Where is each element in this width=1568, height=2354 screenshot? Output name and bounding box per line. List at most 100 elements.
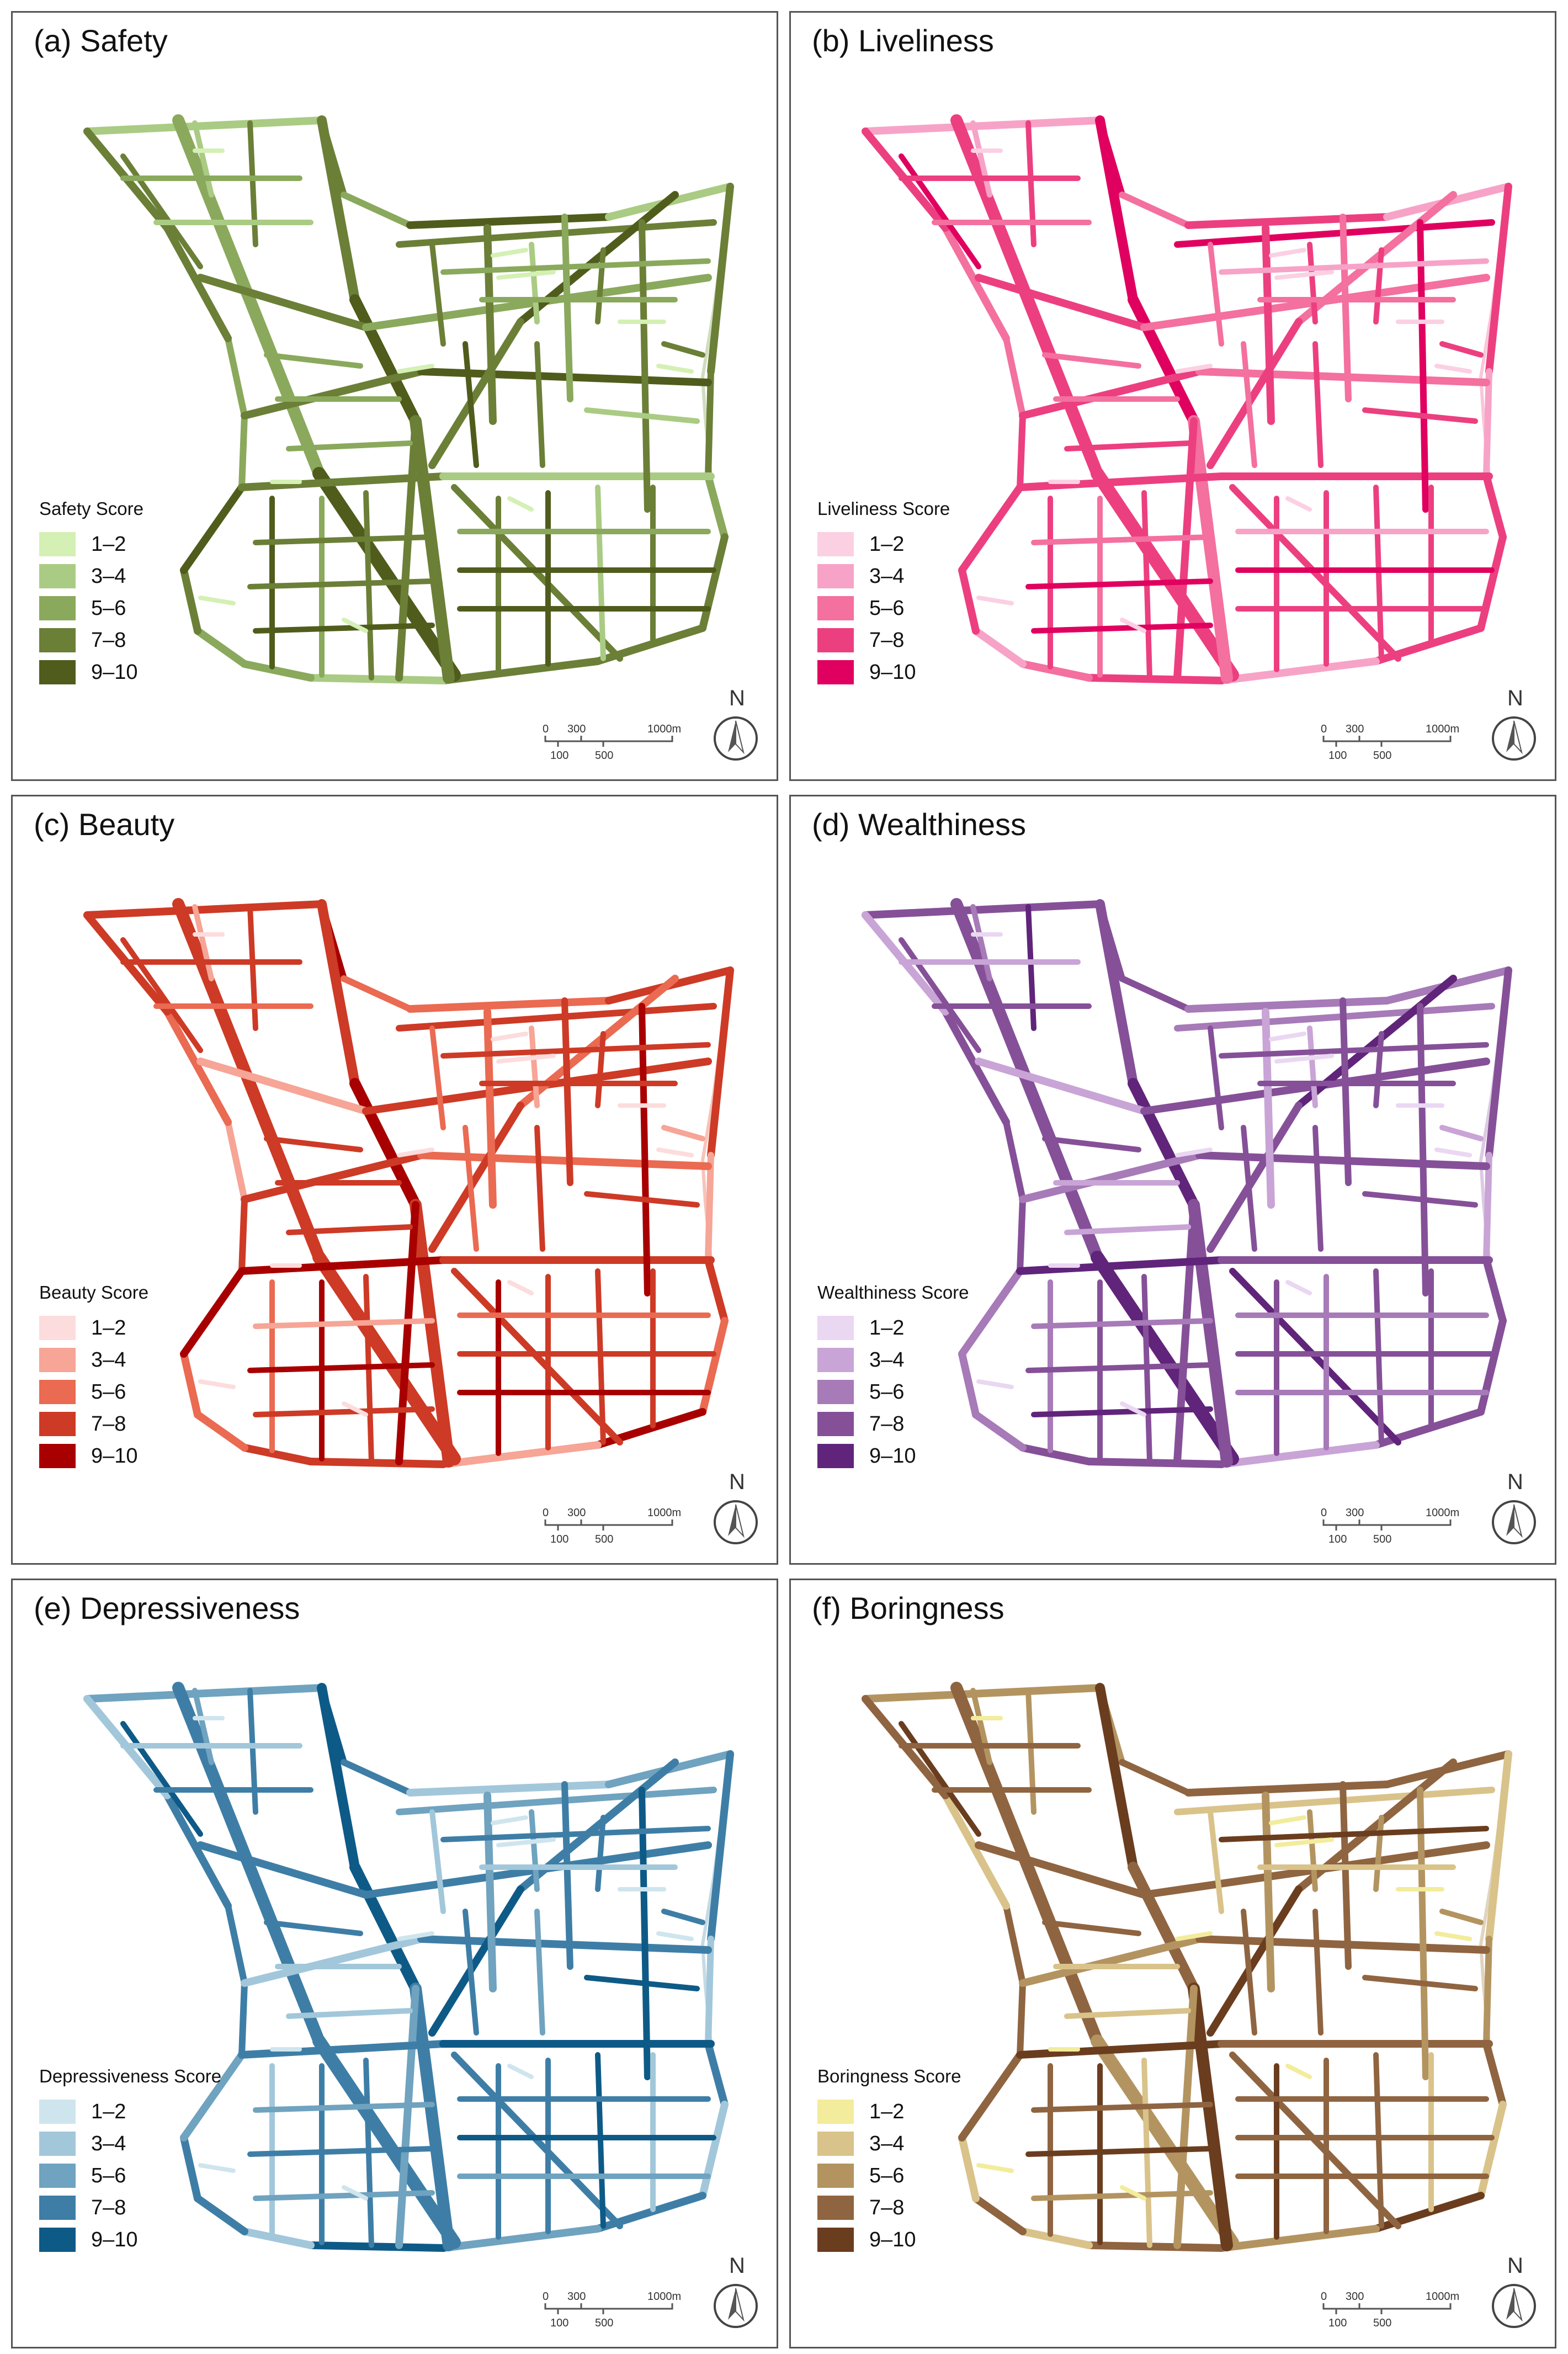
street-segment <box>1208 242 1224 347</box>
north-arrow-icon: N <box>1492 2254 1536 2328</box>
street-segment <box>1417 1003 1429 1296</box>
street-segment <box>1091 1251 1239 1465</box>
street-segment <box>238 2040 447 2059</box>
street-segment <box>1241 1125 1257 1252</box>
legend-label: 7–8 <box>91 2196 126 2219</box>
map-panel: (e) Depressiveness Depressiveness Score 1–… <box>11 1579 778 2348</box>
street-segment <box>406 213 613 229</box>
street-segment <box>1274 1054 1334 1064</box>
street-segment <box>198 596 236 605</box>
street-segment <box>1483 1152 1492 1263</box>
street-segment <box>1312 1909 1324 2036</box>
legend-swatch <box>817 2196 854 2220</box>
street-segment <box>1091 467 1239 682</box>
scale-label: 100 <box>550 750 568 762</box>
north-label: N <box>1507 2254 1523 2278</box>
street-segment <box>975 274 1148 331</box>
scale-label: 500 <box>1373 1533 1391 1545</box>
street-segment <box>247 904 258 1031</box>
scale-label: 500 <box>595 750 613 762</box>
street-segment <box>241 1444 315 1465</box>
street-segment <box>1016 2040 1225 2059</box>
street-segment <box>439 2225 602 2252</box>
street-segment <box>349 1862 421 1994</box>
street-segment <box>1174 219 1495 248</box>
street-segment <box>417 1151 712 1170</box>
legend-item: 3–4 <box>39 2128 221 2160</box>
street-segment <box>1208 1025 1224 1130</box>
street-segment <box>529 1809 540 1892</box>
street-segment <box>1031 1406 1213 1417</box>
legend-title: Depressiveness Score <box>39 2066 222 2086</box>
street-segment <box>584 1975 700 1991</box>
street-segment <box>639 1787 651 2080</box>
panel-title: (c) Beauty <box>34 807 175 842</box>
scale-label: 100 <box>550 2317 568 2329</box>
legend-label: 3–4 <box>869 564 905 588</box>
street-segment <box>1482 472 1507 541</box>
street-segment <box>507 496 534 512</box>
street-segment <box>1184 213 1391 229</box>
street-segment <box>534 1909 545 2036</box>
street-segment <box>704 472 729 541</box>
map-panel: (f) Boringness Boringness Score 1–2 3–4 5–6 7… <box>789 1579 1556 2348</box>
street-segment <box>958 2134 980 2202</box>
street-segment <box>972 1411 1027 1452</box>
scale-label: 500 <box>1373 750 1391 762</box>
scale-label: 300 <box>567 2291 586 2303</box>
street-segment <box>1042 1136 1141 1152</box>
scale-bar: 0 300 1000m 100 500 <box>543 1507 681 1545</box>
street-segment <box>1173 1201 1198 1465</box>
street-segment <box>247 2146 435 2157</box>
legend-item: 5–6 <box>817 1376 969 1408</box>
street-segment <box>1025 1362 1213 1373</box>
street-segment <box>397 364 434 374</box>
legend-item: 7–8 <box>39 1408 148 1440</box>
street-segment <box>1307 242 1318 325</box>
street-map <box>83 1682 734 2252</box>
legend-swatch <box>817 1412 854 1436</box>
street-segment <box>264 1920 363 1936</box>
legend-label: 3–4 <box>869 1348 905 1372</box>
street-segment <box>595 1031 606 1108</box>
north-label: N <box>1507 1470 1523 1494</box>
street-segment <box>428 1102 524 1253</box>
legend-title: Boringness Score <box>817 2066 961 2086</box>
street-segment <box>1439 341 1484 358</box>
street-segment <box>1417 1787 1429 2080</box>
scale-label: 300 <box>567 723 586 735</box>
legend-swatch <box>39 1348 76 1372</box>
legend-swatch <box>39 2132 76 2156</box>
street-segment <box>958 1350 980 1418</box>
street-segment <box>286 2008 413 2019</box>
street-segment <box>1175 1147 1213 1157</box>
street-segment <box>253 1318 435 1329</box>
street-segment <box>1188 1983 1233 2251</box>
street-segment <box>1025 1688 1037 1815</box>
street-segment <box>238 412 248 491</box>
street-segment <box>180 1350 201 1418</box>
street-segment <box>1195 368 1490 386</box>
street-segment <box>1173 1985 1198 2249</box>
legend-swatch <box>817 1444 854 1468</box>
legend-item: 9–10 <box>39 1440 148 1472</box>
legend-label: 9–10 <box>869 660 916 684</box>
legend-swatch <box>817 1348 854 1372</box>
legend-item: 1–2 <box>817 2096 961 2128</box>
legend-label: 9–10 <box>869 1444 916 1468</box>
street-segment <box>1120 1401 1146 1417</box>
street-segment <box>705 368 714 480</box>
street-segment <box>1269 1815 1306 1825</box>
north-label: N <box>729 1470 745 1494</box>
scale-bar-line <box>1322 736 1452 747</box>
legend-item: 9–10 <box>817 656 950 688</box>
legend-label: 5–6 <box>91 2164 126 2187</box>
legend-label: 1–2 <box>869 1316 905 1340</box>
street-segment <box>172 114 325 480</box>
street-segment <box>529 242 540 325</box>
street-segment <box>1241 1909 1257 2036</box>
legend-swatch <box>39 564 76 588</box>
panel-title: (d) Wealthiness <box>812 807 1027 842</box>
street-segment <box>950 898 1103 1263</box>
legend-item: 5–6 <box>39 1376 148 1408</box>
